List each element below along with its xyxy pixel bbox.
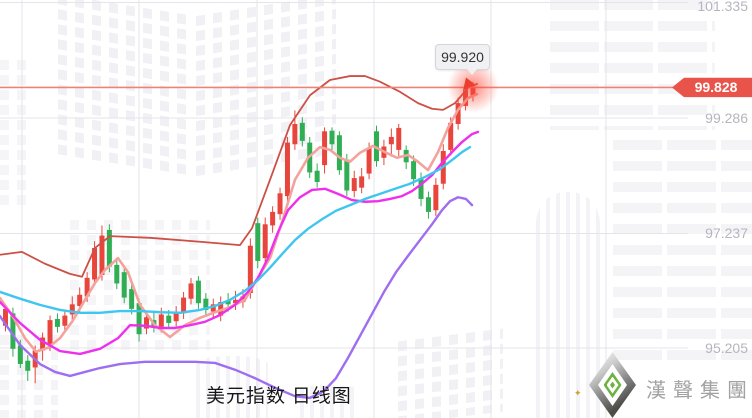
candle-body	[433, 184, 439, 211]
candle-body	[3, 308, 8, 326]
candle-body	[77, 294, 83, 307]
candle-body	[143, 317, 149, 329]
candle-body	[188, 283, 194, 299]
candle-body	[158, 314, 164, 327]
candle-body	[233, 299, 239, 304]
candle-body	[173, 311, 179, 322]
candle-body	[255, 223, 261, 261]
candle-body	[299, 122, 305, 141]
candle-body	[40, 337, 46, 351]
candle-body	[247, 245, 253, 294]
candle-body	[136, 303, 142, 335]
upper-band-line	[0, 75, 478, 278]
candle-body	[203, 298, 209, 310]
candle-body	[69, 304, 75, 315]
candle-body	[284, 142, 290, 197]
candle-body	[292, 123, 298, 145]
candle-body	[351, 178, 357, 192]
candle-body	[166, 315, 172, 323]
candle-body	[195, 280, 201, 304]
y-axis-label: 99.286	[705, 110, 748, 126]
candle-body	[84, 277, 90, 297]
candle-body	[336, 135, 342, 171]
candle-body	[225, 300, 231, 305]
candle-body	[374, 131, 379, 162]
candle-body	[455, 103, 461, 124]
candle-body	[366, 148, 372, 174]
y-axis-label: 95.205	[705, 340, 748, 356]
candle-body	[411, 161, 417, 180]
brand-logo: ✦ 漢聲集團	[570, 350, 752, 418]
logo-diamond-dot	[610, 381, 615, 389]
candle-body	[277, 193, 283, 215]
y-axis-label: 97.237	[705, 225, 748, 242]
candle-body	[92, 247, 98, 280]
candle-body	[314, 170, 320, 183]
candle-body	[10, 313, 16, 349]
candle-body	[17, 345, 23, 365]
candle-body	[210, 304, 216, 312]
candle-body	[99, 235, 105, 276]
candle-body	[25, 360, 31, 371]
price-tooltip: 99.920	[435, 44, 490, 75]
candle-body	[47, 320, 53, 346]
sparkle-icon: ✦	[574, 388, 582, 398]
candle-body	[129, 289, 135, 309]
candle-body	[388, 136, 394, 145]
chart-title: 美元指数 日线图	[206, 386, 352, 407]
candle-body	[106, 229, 112, 267]
candle-body	[448, 122, 454, 150]
candle-body	[359, 176, 365, 188]
brand-name: 漢聲集團	[646, 380, 752, 402]
candle-body	[240, 296, 246, 303]
candle-body	[218, 302, 224, 316]
candle-body	[425, 197, 431, 212]
candle-body	[114, 264, 120, 284]
lower-band-line	[0, 196, 474, 400]
ma-mid-line	[0, 130, 480, 356]
ma-slow-line	[0, 145, 472, 314]
candle-body	[418, 178, 424, 199]
candle-body	[270, 211, 276, 226]
candle-body	[396, 127, 402, 150]
y-axis-label: 101.335	[697, 0, 748, 14]
current-price-badge: 99.828	[672, 77, 752, 98]
candle-body	[121, 272, 127, 298]
candle-body	[62, 315, 68, 326]
candle-body	[262, 224, 268, 259]
candle-body	[329, 130, 335, 145]
candle-body	[54, 318, 60, 327]
candle-body	[181, 297, 187, 314]
candle-body	[344, 159, 350, 191]
